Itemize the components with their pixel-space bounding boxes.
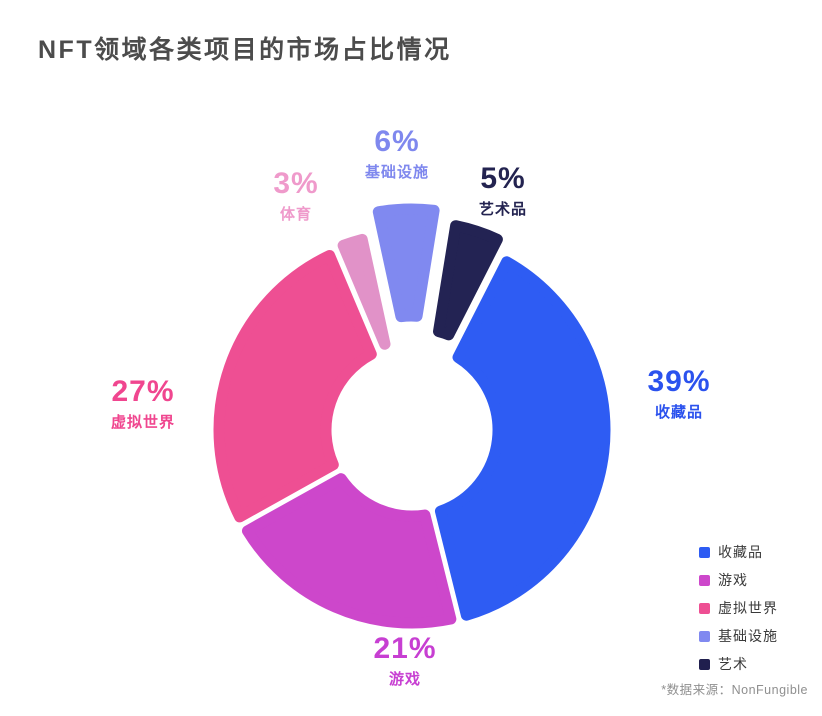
legend: 收藏品游戏虚拟世界基础设施艺术 [699,538,778,678]
slice-sports [337,233,391,350]
legend-swatch-infrastructure [699,630,710,642]
legend-label: 收藏品 [718,544,763,560]
legend-item-infrastructure: 基础设施 [699,622,778,650]
legend-label: 游戏 [718,572,748,588]
legend-swatch-games [699,574,710,586]
slice-virtual-worlds [213,249,377,523]
legend-swatch-collectibles [699,546,710,558]
legend-swatch-virtual-worlds [699,602,710,614]
slice-infrastructure [372,203,440,323]
legend-label: 艺术 [718,656,748,672]
legend-item-art: 艺术 [699,650,778,678]
data-source-footnote: *数据来源：NonFungible [661,683,808,697]
slice-games [241,473,457,629]
legend-item-collectibles: 收藏品 [699,538,778,566]
legend-swatch-art [699,658,710,670]
slice-art [433,220,503,341]
slice-collectibles [434,256,611,621]
chart-title: NFT领域各类项目的市场占比情况 [38,36,452,64]
legend-label: 基础设施 [718,628,778,644]
legend-item-virtual-worlds: 虚拟世界 [699,594,778,622]
legend-label: 虚拟世界 [718,600,778,616]
legend-item-games: 游戏 [699,566,778,594]
